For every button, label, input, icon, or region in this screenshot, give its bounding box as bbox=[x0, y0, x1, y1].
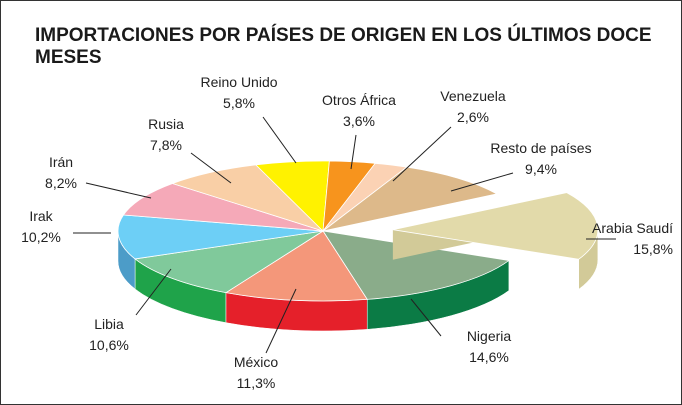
slice bbox=[122, 183, 324, 232]
leader-line bbox=[265, 288, 297, 354]
leader-line bbox=[135, 268, 172, 316]
leader-line bbox=[262, 116, 297, 164]
slice bbox=[392, 192, 599, 260]
value-label: 14,6% bbox=[469, 349, 509, 365]
slice-label: México bbox=[234, 354, 279, 370]
leader-line bbox=[450, 172, 514, 192]
value-label: 10,2% bbox=[21, 229, 61, 245]
slice bbox=[117, 214, 324, 260]
slice-label: Reino Unido bbox=[200, 74, 277, 90]
slice-label: Otros África bbox=[322, 92, 396, 108]
slice-label: Resto de países bbox=[490, 140, 591, 156]
value-label: 5,8% bbox=[223, 95, 255, 111]
slice-label: Nigeria bbox=[467, 328, 512, 344]
slice bbox=[322, 166, 498, 232]
leader-line bbox=[410, 298, 442, 337]
value-label: 10,6% bbox=[89, 337, 129, 353]
leader-line bbox=[350, 134, 357, 170]
leader-line bbox=[392, 126, 452, 182]
value-label: 3,6% bbox=[343, 113, 375, 129]
slice-label: Venezuela bbox=[440, 88, 506, 104]
slice-label: Rusia bbox=[148, 116, 184, 132]
slice-label: Irán bbox=[49, 154, 73, 170]
value-label: 8,2% bbox=[45, 175, 77, 191]
chart-title: IMPORTACIONES POR PAÍSES DE ORIGEN EN LO… bbox=[35, 25, 652, 68]
leader-line bbox=[190, 152, 232, 184]
value-label: 15,8% bbox=[633, 241, 673, 257]
slice-label: Arabia Saudí bbox=[592, 220, 673, 236]
slice bbox=[322, 230, 510, 300]
value-label: 2,6% bbox=[457, 109, 489, 125]
slice-label: Irak bbox=[29, 208, 53, 224]
value-label: 9,4% bbox=[525, 161, 557, 177]
leader-line bbox=[85, 182, 152, 199]
slice bbox=[134, 230, 324, 294]
slice bbox=[224, 230, 368, 302]
slice-label: Libia bbox=[94, 316, 124, 332]
value-label: 7,8% bbox=[150, 137, 182, 153]
slice bbox=[171, 164, 324, 232]
value-label: 11,3% bbox=[237, 375, 276, 391]
